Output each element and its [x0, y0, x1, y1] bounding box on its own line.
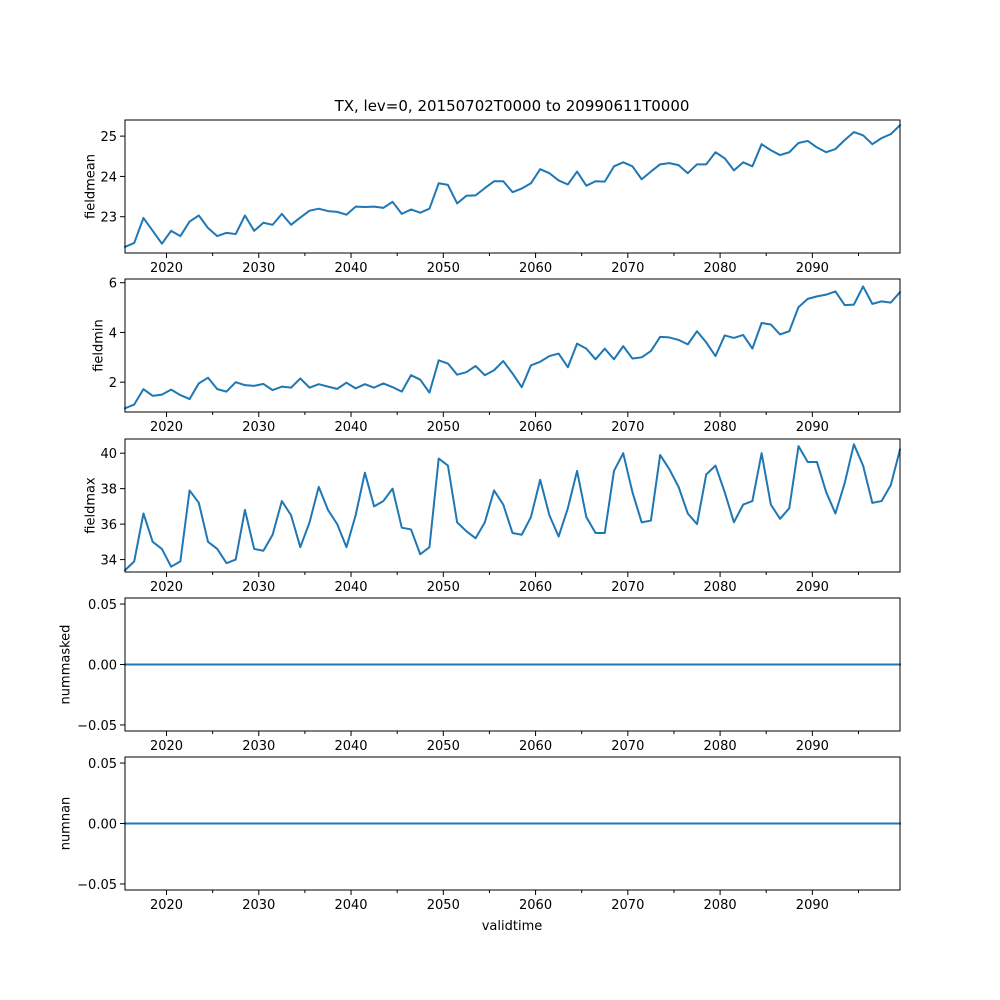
fieldmean-x-tick-label: 2040	[334, 261, 367, 276]
numnan-y-tick-label: 0.05	[88, 757, 117, 772]
numnan-x-tick-label: 2020	[150, 898, 183, 913]
fieldmin-x-tick-label: 2080	[704, 420, 737, 435]
fieldmax-y-tick-label: 38	[100, 483, 117, 498]
numnan-y-tick-label: 0.00	[88, 818, 117, 833]
fieldmax-x-tick-label: 2050	[427, 580, 460, 595]
fieldmax-y-axis-label: fieldmax	[83, 477, 98, 534]
subplots: 2020 2030 2040 2050 2060 2070 2080 2090232425fi…	[59, 119, 902, 913]
fieldmean-x-tick-label: 2030	[242, 261, 275, 276]
numnan-y-axis-label: numnan	[59, 797, 74, 851]
numnan-x-tick-label: 2060	[519, 898, 552, 913]
fieldmin-x-tick-label: 2070	[611, 420, 644, 435]
fieldmin-x-tick-label: 2030	[242, 420, 275, 435]
fieldmax-axes-frame	[124, 438, 901, 573]
nummasked-x-tick-label: 2060	[519, 739, 552, 754]
fieldmax-series-line	[123, 443, 902, 572]
fieldmean-x-tick-label: 2080	[704, 261, 737, 276]
subplot-fieldmax: 2020 2030 2040 2050 2060 2070 2080 2090 34 36 38 40…	[83, 438, 902, 595]
nummasked-y-tick-label: 0.05	[88, 598, 117, 613]
fieldmin-axes-frame	[124, 278, 901, 413]
numnan-y-tick-label: −0.05	[77, 878, 117, 893]
fieldmean-y-axis-label: fieldmean	[83, 154, 98, 219]
fieldmax-y-tick-label: 36	[100, 518, 117, 533]
fieldmax-x-tick-label: 2030	[242, 580, 275, 595]
nummasked-x-tick-label: 2080	[704, 739, 737, 754]
fieldmax-y-tick-label: 34	[100, 554, 117, 569]
numnan-x-tick-label: 2030	[242, 898, 275, 913]
subplot-numnan: 2020 2030 2040 2050 2060 2070 2080 2090 −0.05 0.0…	[59, 756, 901, 913]
fieldmean-x-tick-label: 2020	[150, 261, 183, 276]
subplot-fieldmin: 2020 2030 2040 2050 2060 2070 2080 2090 2 4 6 field…	[92, 277, 902, 435]
fieldmean-axes-frame	[124, 119, 901, 254]
numnan-x-tick-label: 2040	[334, 898, 367, 913]
fieldmin-x-tick-label: 2050	[427, 420, 460, 435]
x-axis-label: validtime	[482, 919, 543, 934]
fieldmin-x-tick-label: 2090	[796, 420, 829, 435]
fieldmean-x-tick-label: 2060	[519, 261, 552, 276]
numnan-x-tick-label: 2080	[704, 898, 737, 913]
fieldmean-x-tick-label: 2090	[796, 261, 829, 276]
subplot-nummasked: 2020 2030 2040 2050 2060 2070 2080 2090 −0.05 0.0…	[59, 597, 901, 754]
fieldmax-x-tick-label: 2040	[334, 580, 367, 595]
nummasked-x-tick-label: 2040	[334, 739, 367, 754]
fieldmean-y-tick-label: 25	[100, 130, 117, 145]
subplot-fieldmean: 2020 2030 2040 2050 2060 2070 2080 2090 23 24 25fi…	[83, 119, 902, 276]
fieldmin-y-tick-label: 2	[109, 376, 117, 391]
fieldmin-y-tick-label: 6	[109, 277, 117, 292]
fieldmin-y-axis-label: fieldmin	[92, 319, 107, 372]
nummasked-y-tick-label: −0.05	[77, 719, 117, 734]
fieldmean-x-tick-label: 2050	[427, 261, 460, 276]
fieldmin-x-tick-label: 2040	[334, 420, 367, 435]
nummasked-x-tick-label: 2020	[150, 739, 183, 754]
numnan-x-tick-label: 2090	[796, 898, 829, 913]
fieldmax-x-tick-label: 2080	[704, 580, 737, 595]
fieldmean-y-tick-label: 23	[100, 211, 117, 226]
fieldmin-y-tick-label: 4	[109, 326, 117, 341]
fieldmin-x-tick-label: 2060	[519, 420, 552, 435]
nummasked-x-tick-label: 2050	[427, 739, 460, 754]
nummasked-y-tick-label: 0.00	[88, 659, 117, 674]
fieldmin-series-line	[123, 285, 902, 410]
fieldmax-x-tick-label: 2090	[796, 580, 829, 595]
numnan-x-tick-label: 2070	[611, 898, 644, 913]
fieldmax-x-tick-label: 2070	[611, 580, 644, 595]
nummasked-x-tick-label: 2070	[611, 739, 644, 754]
nummasked-y-axis-label: nummasked	[59, 625, 74, 705]
fieldmax-x-tick-label: 2020	[150, 580, 183, 595]
fieldmean-x-tick-label: 2070	[611, 261, 644, 276]
nummasked-x-tick-label: 2090	[796, 739, 829, 754]
fieldmax-y-tick-label: 40	[100, 447, 117, 462]
chart-title: TX, lev=0, 20150702T0000 to 20990611T000…	[334, 97, 690, 115]
fieldmean-series-line	[123, 123, 902, 249]
fieldmin-x-tick-label: 2020	[150, 420, 183, 435]
fieldmax-x-tick-label: 2060	[519, 580, 552, 595]
fieldmean-y-tick-label: 24	[100, 170, 117, 185]
numnan-x-tick-label: 2050	[427, 898, 460, 913]
nummasked-x-tick-label: 2030	[242, 739, 275, 754]
